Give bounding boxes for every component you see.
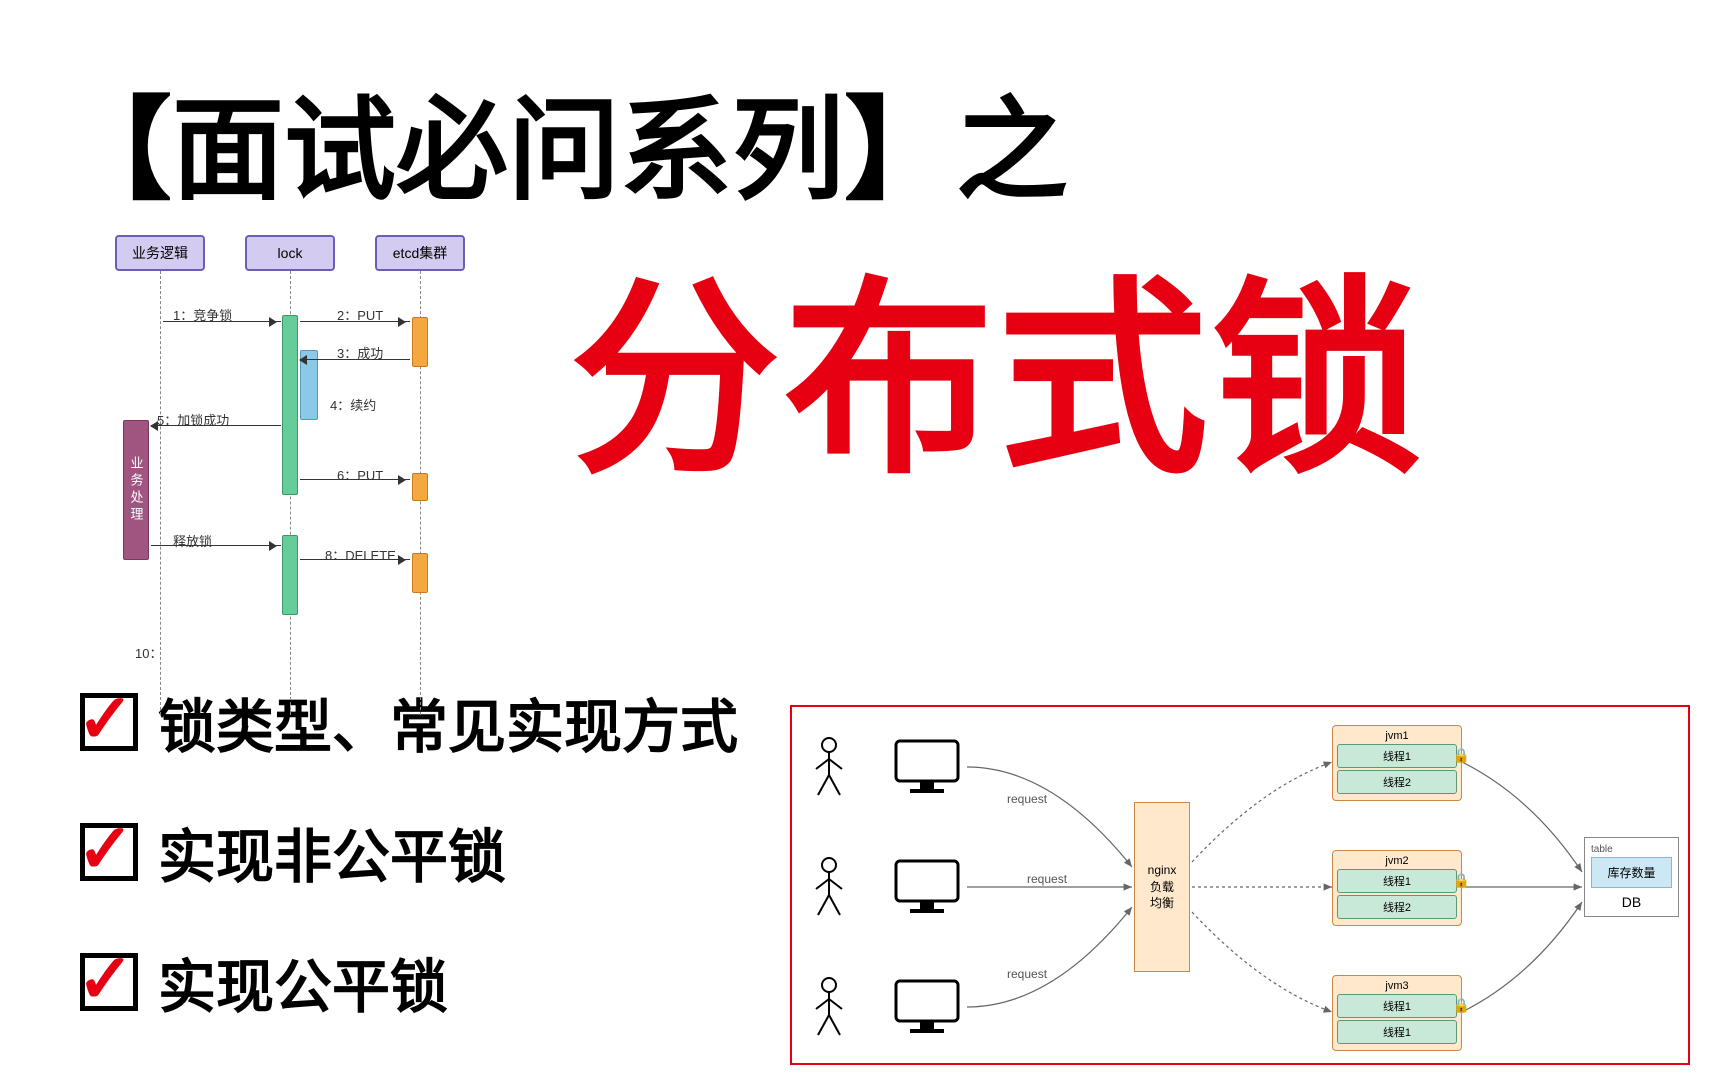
nginx-l1: nginx	[1148, 862, 1177, 879]
title-line-1: 【面试必问系列】之	[60, 60, 1068, 222]
architecture-diagram: request request request nginx 负载 均衡 jvm1…	[790, 705, 1690, 1065]
thread-1-0: 线程1🔒	[1337, 869, 1457, 893]
sequence-diagram: 业务逻辑 lock etcd集群 业务处理 1：竞争锁 2：PUT 3：成功 4…	[115, 235, 535, 715]
nginx-box: nginx 负载 均衡	[1134, 802, 1190, 972]
seq-lane-2: etcd集群	[375, 235, 465, 271]
check-label-2: 实现公平锁	[158, 940, 448, 1024]
check-icon: ✓	[77, 940, 134, 1019]
thread-0-0: 线程1🔒	[1337, 744, 1457, 768]
db-name: DB	[1591, 894, 1672, 910]
check-label-1: 实现非公平锁	[158, 810, 506, 894]
jvm-title-1: jvm2	[1337, 855, 1457, 867]
seq-arrow	[151, 545, 281, 546]
thread-1-1: 线程2	[1337, 895, 1457, 919]
title-line-2: 分布式锁	[570, 210, 1426, 514]
seq-msg-2: 3：成功	[337, 343, 383, 362]
nginx-l3: 均衡	[1150, 895, 1174, 912]
check-icon: ✓	[77, 810, 134, 889]
seq-business-bar: 业务处理	[123, 420, 149, 560]
request-label-2: request	[1007, 967, 1047, 981]
seq-msg-5: 6：PUT	[337, 465, 383, 484]
seq-activation	[282, 535, 298, 615]
seq-activation	[412, 317, 428, 367]
user-icon	[812, 977, 846, 1037]
jvm-box-1: jvm2 线程1🔒 线程2	[1332, 850, 1462, 926]
seq-msg-8: 10：	[135, 643, 162, 662]
jvm-title-2: jvm3	[1337, 980, 1457, 992]
seq-msg-6: 释放锁	[173, 531, 212, 550]
seq-msg-3: 4：续约	[330, 395, 376, 414]
seq-msg-7: 8：DELETE	[325, 545, 396, 564]
db-inner: 库存数量	[1591, 857, 1672, 888]
monitor-icon	[892, 737, 962, 795]
seq-msg-1: 2：PUT	[337, 305, 383, 324]
monitor-icon	[892, 977, 962, 1035]
seq-activation	[412, 553, 428, 593]
nginx-l2: 负载	[1150, 879, 1174, 896]
request-label-1: request	[1027, 872, 1067, 886]
jvm-box-2: jvm3 线程1🔒 线程1	[1332, 975, 1462, 1051]
seq-msg-0: 1：竞争锁	[173, 305, 232, 324]
thread-2-0: 线程1🔒	[1337, 994, 1457, 1018]
request-label-0: request	[1007, 792, 1047, 806]
db-box: table 库存数量 DB	[1584, 837, 1679, 917]
seq-lane-1: lock	[245, 235, 335, 271]
seq-activation	[282, 315, 298, 495]
monitor-icon	[892, 857, 962, 915]
jvm-box-0: jvm1 线程1🔒 线程2	[1332, 725, 1462, 801]
thread-0-1: 线程2	[1337, 770, 1457, 794]
jvm-title-0: jvm1	[1337, 730, 1457, 742]
seq-lane-0: 业务逻辑	[115, 235, 205, 271]
checkbox-1: ✓	[80, 823, 138, 881]
lock-icon: 🔒	[1453, 872, 1470, 889]
user-icon	[812, 737, 846, 797]
lock-icon: 🔒	[1453, 747, 1470, 764]
db-table-label: table	[1591, 844, 1672, 855]
user-icon	[812, 857, 846, 917]
seq-msg-4: 5：加锁成功	[157, 410, 229, 429]
check-item-2: ✓ 实现公平锁	[80, 940, 448, 1024]
thread-2-1: 线程1	[1337, 1020, 1457, 1044]
check-item-1: ✓ 实现非公平锁	[80, 810, 506, 894]
lock-icon: 🔒	[1453, 997, 1470, 1014]
seq-activation	[412, 473, 428, 501]
checkbox-2: ✓	[80, 953, 138, 1011]
